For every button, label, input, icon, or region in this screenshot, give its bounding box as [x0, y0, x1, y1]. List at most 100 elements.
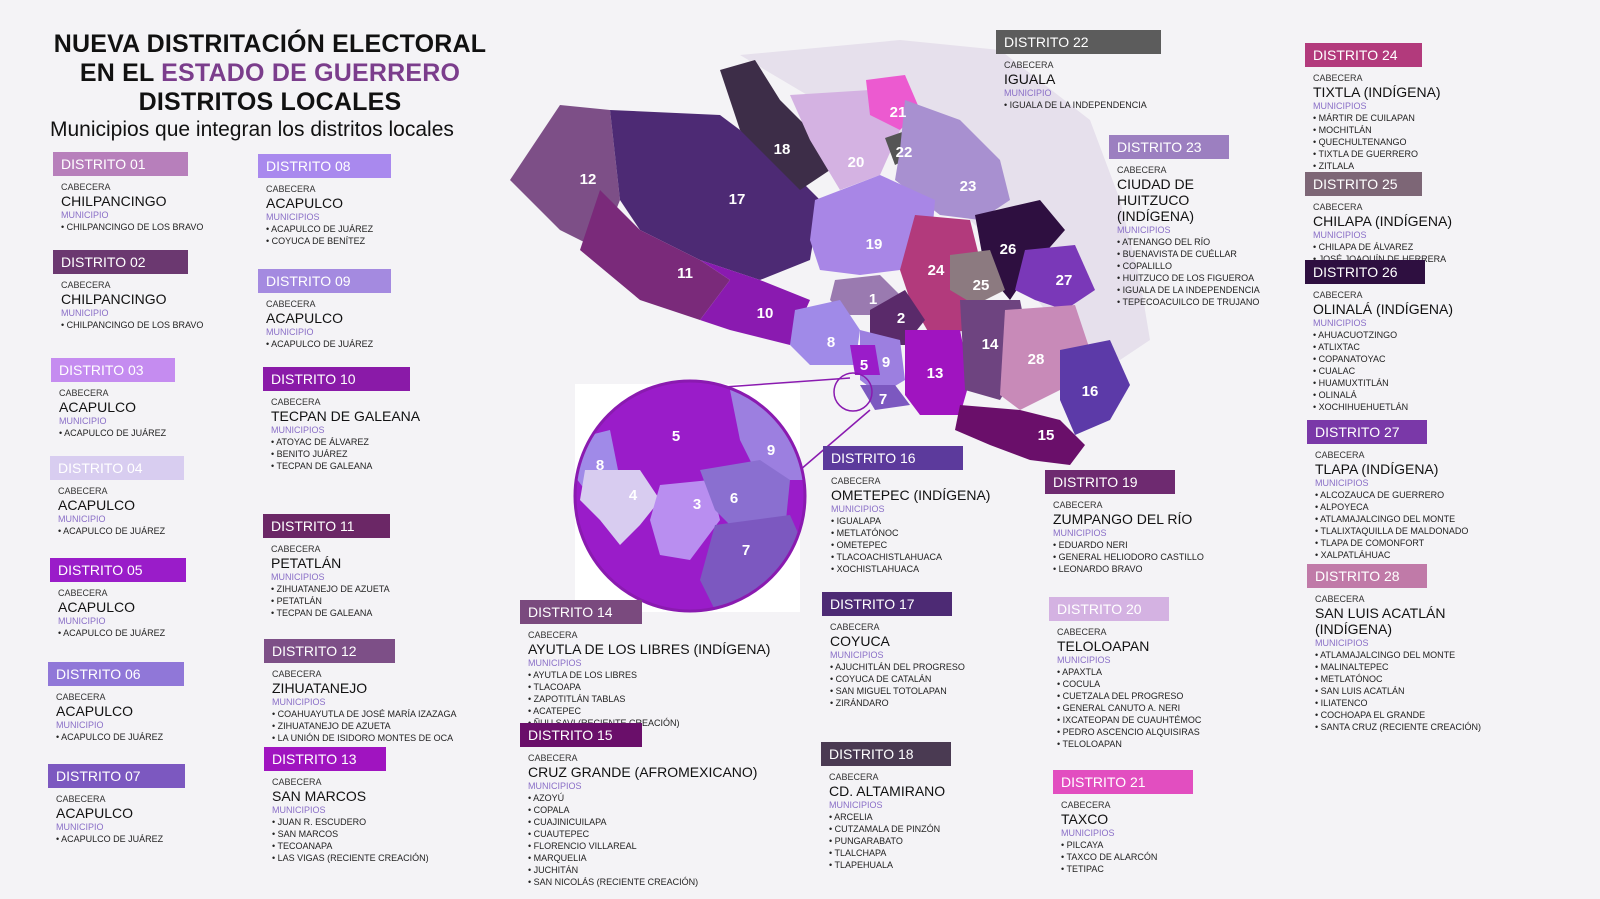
- district-card-12: DISTRITO 12 CABECERA ZIHUATANEJO MUNICIPIOS…: [264, 639, 457, 744]
- district-header: DISTRITO 21: [1053, 770, 1193, 794]
- cabecera-label: CABECERA: [1315, 594, 1365, 604]
- municipios-list: AZOYÚCOPALACUAJINICUILAPACUAUTEPECFLOREN…: [528, 792, 757, 888]
- district-card-22: DISTRITO 22 CABECERAIGUALAMUNICIPIOIGUALA…: [996, 30, 1161, 111]
- cabecera-value: TIXTLA (INDÍGENA): [1313, 84, 1441, 100]
- cabecera-value: ZUMPANGO DEL RÍO: [1053, 511, 1193, 527]
- municipio-item: TETIPAC: [1061, 863, 1193, 875]
- municipio-item: ALPOYECA: [1315, 501, 1468, 513]
- district-header: DISTRITO 15: [520, 723, 642, 747]
- district-header: DISTRITO 12: [264, 639, 395, 663]
- district-card-28: DISTRITO 28 CABECERA SAN LUIS ACATLÁN (IND…: [1307, 564, 1481, 733]
- municipios-label: MUNICIPIO: [56, 822, 104, 832]
- district-header: DISTRITO 13: [264, 747, 386, 771]
- municipios-label: MUNICIPIOS: [1057, 655, 1111, 665]
- municipio-item: ACAPULCO DE JUÁREZ: [56, 731, 184, 743]
- cabecera-value: CHILPANCINGO: [61, 291, 167, 307]
- municipios-list: ATLAMAJALCINGO DEL MONTEMALINALTEPECMETL…: [1315, 649, 1481, 733]
- municipios-label: MUNICIPIO: [56, 720, 104, 730]
- municipio-item: JOSÉ JOAQUÍN DE HERRERA: [1313, 253, 1452, 265]
- map-label-12: 12: [580, 171, 597, 188]
- inset-label-6: 6: [730, 490, 738, 507]
- district-header: DISTRITO 16: [823, 446, 963, 470]
- cabecera-value: CHILPANCINGO: [61, 193, 167, 209]
- cabecera-label: CABECERA: [58, 486, 108, 496]
- municipio-item: PUNGARABATO: [829, 835, 951, 847]
- municipios-list: ACAPULCO DE JUÁREZCOYUCA DE BENÍTEZ: [266, 223, 391, 247]
- district-card-06: DISTRITO 06 CABECERAACAPULCOMUNICIPIOACAP…: [48, 662, 184, 743]
- municipios-list: ALCOZAUCA DE GUERREROALPOYECAATLAMAJALCI…: [1315, 489, 1468, 561]
- map-district-13: [905, 330, 970, 415]
- district-header: DISTRITO 06: [48, 662, 184, 686]
- cabecera-value: ACAPULCO: [56, 805, 134, 821]
- municipio-item: ATOYAC DE ÁLVAREZ: [271, 436, 420, 448]
- municipios-label: MUNICIPIOS: [829, 800, 883, 810]
- municipios-list: ZIHUATANEJO DE AZUETAPETATLÁNTECPAN DE G…: [271, 583, 390, 619]
- municipio-item: TLACOACHISTLAHUACA: [831, 551, 990, 563]
- municipio-item: APAXTLA: [1057, 666, 1201, 678]
- inset-label-5: 5: [672, 428, 680, 445]
- municipio-item: ZIHUATANEJO DE AZUETA: [272, 720, 457, 732]
- municipio-item: GENERAL CANUTO A. NERI: [1057, 702, 1201, 714]
- municipios-list: AHUACUOTZINGOATLIXTACCOPANATOYACCUALACHU…: [1313, 329, 1453, 413]
- municipio-item: COPALILLO: [1117, 260, 1267, 272]
- municipios-list: ATENANGO DEL RÍOBUENAVISTA DE CUÉLLARCOP…: [1117, 236, 1267, 308]
- municipio-item: TECOANAPA: [272, 840, 429, 852]
- map-label-10: 10: [757, 305, 774, 322]
- district-header: DISTRITO 28: [1307, 564, 1427, 588]
- district-card-23: DISTRITO 23 CABECERA CIUDAD DE HUITZUCO (I…: [1109, 135, 1267, 308]
- municipio-item: QUECHULTENANGO: [1313, 136, 1441, 148]
- map-label-1: 1: [869, 291, 877, 308]
- map-label-17: 17: [729, 191, 746, 208]
- municipio-item: MARQUELIA: [528, 852, 757, 864]
- cabecera-value: ACAPULCO: [56, 703, 134, 719]
- cabecera-label: CABECERA: [528, 630, 578, 640]
- map-district-23: [895, 100, 1010, 220]
- district-card-20: DISTRITO 20CABECERATELOLOAPANMUNICIPIOSA…: [1049, 597, 1201, 750]
- cabecera-value: ACAPULCO: [58, 497, 136, 513]
- inset-source-circle: [833, 372, 873, 412]
- municipios-list: ACAPULCO DE JUÁREZ: [59, 427, 175, 439]
- municipio-item: SANTA CRUZ (RECIENTE CREACIÓN): [1315, 721, 1481, 733]
- municipio-item: TAXCO DE ALARCÓN: [1061, 851, 1193, 863]
- municipio-item: ACAPULCO DE JUÁREZ: [58, 525, 184, 537]
- municipio-item: EDUARDO NERI: [1053, 539, 1204, 551]
- district-header: DISTRITO 04: [50, 456, 184, 480]
- municipios-label: MUNICIPIOS: [528, 781, 582, 791]
- municipio-item: CHILAPA DE ÁLVAREZ: [1313, 241, 1452, 253]
- municipios-list: AYUTLA DE LOS LIBRESTLACOAPAZAPOTITLÁN T…: [528, 669, 770, 729]
- municipios-list: ACAPULCO DE JUÁREZ: [56, 833, 185, 845]
- municipios-list: ACAPULCO DE JUÁREZ: [58, 627, 186, 639]
- map-label-15: 15: [1038, 427, 1055, 444]
- municipios-list: AJUCHITLÁN DEL PROGRESOCOYUCA DE CATALÁN…: [830, 661, 965, 709]
- municipio-item: OMETEPEC: [831, 539, 990, 551]
- cabecera-label: CABECERA: [1053, 500, 1103, 510]
- map-label-2: 2: [897, 310, 905, 327]
- municipio-item: TLAPEHUALA: [829, 859, 951, 871]
- cabecera-label: CABECERA: [1313, 202, 1363, 212]
- cabecera-label: CABECERA: [59, 388, 109, 398]
- map-district-11: [580, 190, 730, 320]
- municipio-item: COCHOAPA EL GRANDE: [1315, 709, 1481, 721]
- map-district-28: [1000, 305, 1090, 410]
- municipios-label: MUNICIPIOS: [1061, 828, 1115, 838]
- cabecera-value: TECPAN DE GALEANA: [271, 408, 421, 424]
- municipio-item: METLATÓNOC: [831, 527, 990, 539]
- district-header: DISTRITO 24: [1305, 43, 1422, 67]
- cabecera-label: CABECERA: [271, 544, 321, 554]
- municipios-label: MUNICIPIOS: [1315, 478, 1369, 488]
- municipio-item: ZIRÁNDARO: [830, 697, 965, 709]
- cabecera-label: CABECERA: [829, 772, 879, 782]
- municipio-item: IXCATEOPAN DE CUAUHTÉMOC: [1057, 714, 1202, 726]
- district-card-10: DISTRITO 10 CABECERA TECPAN DE GALEANA MUNI…: [263, 367, 420, 472]
- municipios-label: MUNICIPIO: [61, 308, 109, 318]
- district-header: DISTRITO 23: [1109, 135, 1229, 159]
- map-district-27: [1015, 245, 1095, 310]
- cabecera-value: PETATLÁN: [271, 555, 342, 571]
- map-district-24: [900, 215, 980, 335]
- municipios-list: PILCAYATAXCO DE ALARCÓNTETIPAC: [1061, 839, 1193, 875]
- municipio-item: AJUCHITLÁN DEL PROGRESO: [830, 661, 965, 673]
- inset-connector-line-2: [799, 409, 871, 471]
- municipio-item: CHILPANCINGO DE LOS BRAVO: [61, 221, 204, 233]
- inset-label-8: 8: [596, 457, 604, 474]
- district-card-07: DISTRITO 07 CABECERAACAPULCOMUNICIPIOACAP…: [48, 764, 185, 845]
